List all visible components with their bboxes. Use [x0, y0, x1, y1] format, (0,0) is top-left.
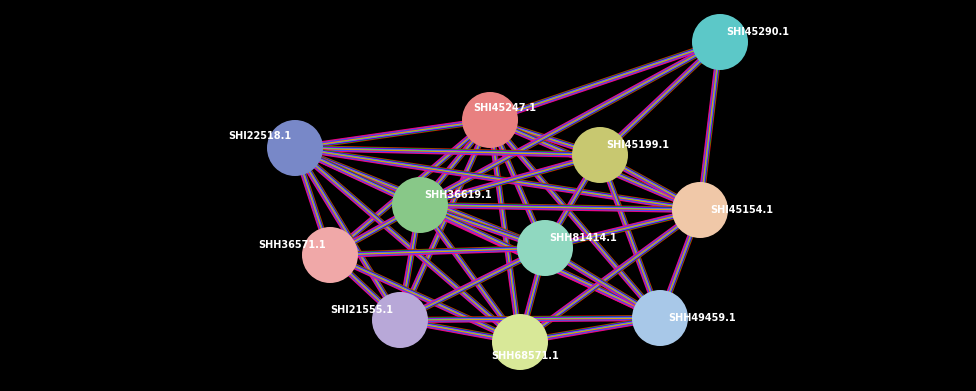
Circle shape	[267, 120, 323, 176]
Text: SHH36571.1: SHH36571.1	[259, 240, 326, 250]
Text: SHH81414.1: SHH81414.1	[549, 233, 617, 243]
Text: SHI45247.1: SHI45247.1	[473, 103, 537, 113]
Text: SHH49459.1: SHH49459.1	[669, 313, 736, 323]
Circle shape	[692, 14, 748, 70]
Circle shape	[302, 227, 358, 283]
Circle shape	[672, 182, 728, 238]
Text: SHI22518.1: SHI22518.1	[228, 131, 292, 141]
Text: SHI21555.1: SHI21555.1	[331, 305, 393, 315]
Text: SHH68571.1: SHH68571.1	[491, 351, 559, 361]
Circle shape	[462, 92, 518, 148]
Circle shape	[372, 292, 428, 348]
Circle shape	[572, 127, 628, 183]
Text: SHI45199.1: SHI45199.1	[606, 140, 670, 150]
Circle shape	[492, 314, 548, 370]
Text: SHH36619.1: SHH36619.1	[425, 190, 492, 200]
Circle shape	[632, 290, 688, 346]
Text: SHI45290.1: SHI45290.1	[726, 27, 790, 37]
Circle shape	[517, 220, 573, 276]
Text: SHI45154.1: SHI45154.1	[711, 205, 774, 215]
Circle shape	[392, 177, 448, 233]
